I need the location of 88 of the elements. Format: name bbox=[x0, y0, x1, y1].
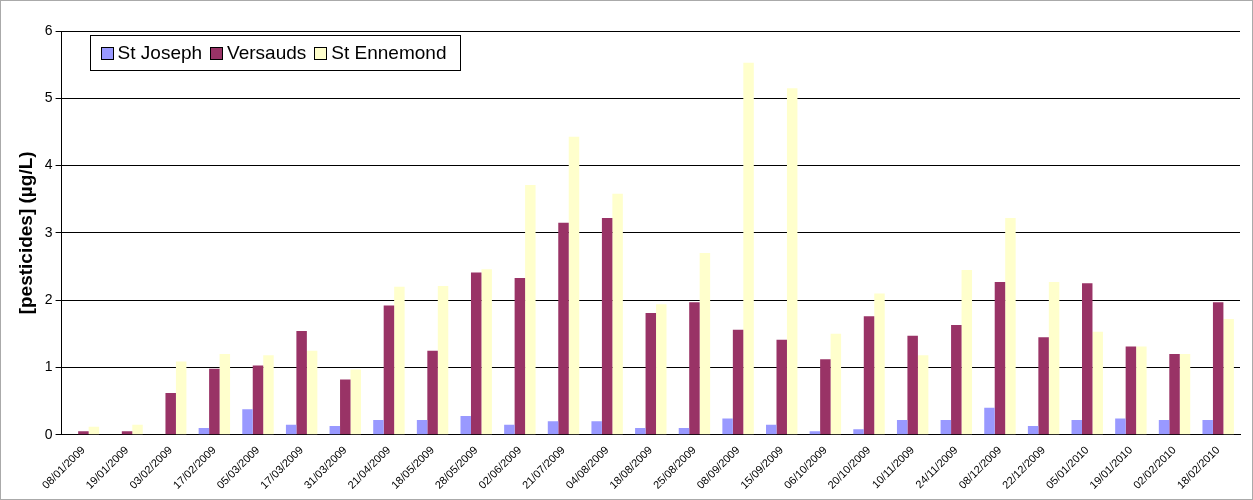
bar bbox=[470, 272, 482, 435]
bar bbox=[165, 393, 176, 435]
bar bbox=[285, 424, 297, 435]
bar bbox=[514, 277, 526, 435]
bar bbox=[547, 421, 559, 435]
bar bbox=[601, 218, 613, 435]
bar bbox=[656, 304, 667, 435]
bar bbox=[437, 286, 449, 435]
y-axis-title: [pesticides] (µg/L) bbox=[14, 151, 36, 315]
bar bbox=[219, 353, 231, 435]
bar bbox=[863, 316, 875, 435]
bar bbox=[1179, 353, 1191, 435]
bar bbox=[678, 428, 690, 435]
bar bbox=[242, 409, 253, 435]
bar bbox=[1005, 218, 1016, 435]
y-tick-label: 4 bbox=[44, 156, 53, 173]
bar bbox=[1048, 281, 1060, 435]
bar bbox=[306, 350, 318, 435]
bar bbox=[263, 355, 274, 435]
bar bbox=[917, 355, 929, 435]
bar bbox=[394, 286, 405, 435]
legend-label: St Joseph bbox=[117, 42, 203, 64]
bar bbox=[1202, 419, 1213, 435]
bar bbox=[591, 421, 602, 435]
bar bbox=[776, 339, 787, 435]
bar bbox=[940, 419, 952, 435]
bar bbox=[1082, 283, 1093, 435]
y-tick-label: 5 bbox=[44, 89, 53, 106]
y-tick-label: 6 bbox=[44, 21, 53, 38]
y-tick-label: 2 bbox=[44, 291, 53, 308]
bar bbox=[78, 431, 89, 435]
bar bbox=[329, 425, 341, 435]
bar bbox=[820, 359, 831, 435]
bar bbox=[481, 269, 492, 435]
bar bbox=[175, 361, 187, 435]
bar bbox=[198, 428, 210, 435]
bar bbox=[209, 368, 220, 435]
bar bbox=[984, 407, 995, 435]
bar bbox=[1223, 319, 1234, 435]
y-tick-label: 0 bbox=[44, 425, 53, 442]
bar bbox=[786, 88, 798, 435]
bar bbox=[699, 253, 711, 435]
bar bbox=[874, 293, 885, 435]
bar bbox=[132, 424, 143, 435]
y-tick-label: 1 bbox=[44, 358, 53, 375]
bar bbox=[853, 429, 864, 435]
bar bbox=[296, 331, 307, 435]
bar bbox=[830, 333, 842, 435]
bar bbox=[689, 302, 700, 435]
bar bbox=[907, 335, 918, 435]
bar bbox=[340, 379, 351, 435]
bar bbox=[1038, 337, 1049, 435]
bar bbox=[1125, 346, 1137, 435]
bar bbox=[994, 281, 1006, 435]
bar bbox=[743, 62, 754, 435]
bar bbox=[1071, 419, 1083, 435]
bar bbox=[373, 419, 384, 435]
y-tick-label: 3 bbox=[44, 223, 53, 240]
bar bbox=[732, 329, 744, 435]
bar bbox=[568, 136, 580, 435]
bar bbox=[645, 312, 657, 435]
bar bbox=[896, 419, 908, 435]
bar bbox=[1158, 419, 1170, 435]
bar bbox=[1092, 331, 1103, 435]
bar bbox=[1169, 353, 1180, 435]
bar bbox=[809, 431, 821, 435]
bar bbox=[1027, 425, 1039, 435]
bar bbox=[951, 325, 962, 435]
bar bbox=[252, 365, 264, 435]
bar bbox=[1115, 418, 1126, 435]
bar bbox=[121, 431, 133, 435]
bar bbox=[961, 269, 973, 435]
bar bbox=[558, 222, 569, 435]
bar bbox=[1136, 346, 1147, 435]
bar bbox=[350, 369, 361, 435]
bar bbox=[416, 419, 428, 435]
bar bbox=[612, 193, 623, 435]
bar bbox=[504, 424, 515, 435]
bar bbox=[1212, 302, 1224, 435]
bar bbox=[525, 185, 536, 435]
legend-label: Versauds bbox=[227, 42, 307, 64]
bar bbox=[766, 424, 777, 435]
bar bbox=[635, 428, 646, 435]
bar bbox=[427, 350, 438, 435]
legend-label: St Ennemond bbox=[331, 42, 447, 64]
bar bbox=[460, 415, 471, 435]
bar bbox=[722, 418, 733, 435]
bar bbox=[383, 305, 395, 435]
